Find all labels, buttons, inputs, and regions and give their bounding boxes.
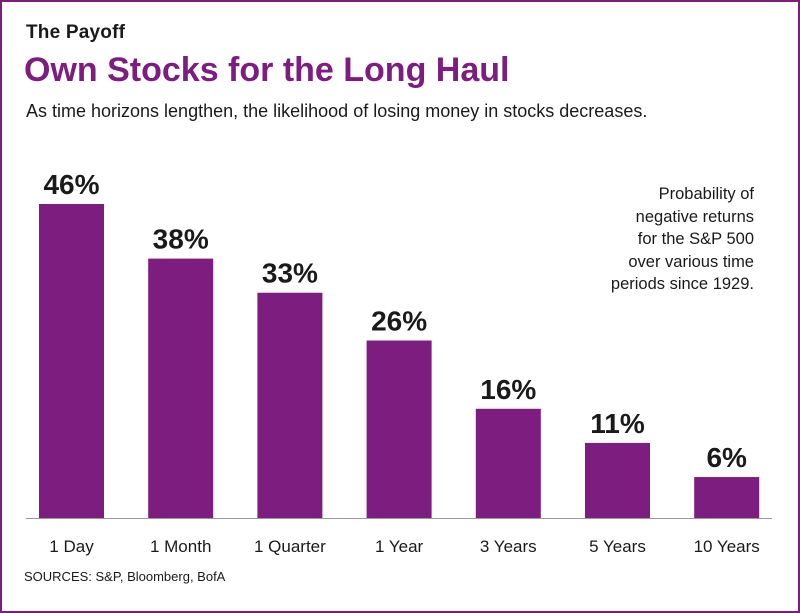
chart-subtitle: As time horizons lengthen, the likelihoo… bbox=[26, 101, 648, 121]
data-label: 6% bbox=[706, 442, 747, 473]
category-label: 10 Years bbox=[694, 537, 760, 556]
bar bbox=[585, 442, 650, 518]
chart-title: Own Stocks for the Long Haul bbox=[24, 51, 510, 89]
category-label: 1 Month bbox=[150, 537, 211, 556]
category-label: 3 Years bbox=[480, 537, 537, 556]
data-label: 46% bbox=[43, 169, 99, 200]
bar bbox=[148, 258, 214, 518]
category-label: 5 Years bbox=[589, 537, 646, 556]
note-line: Probability of bbox=[658, 185, 754, 203]
data-label: 33% bbox=[262, 258, 318, 289]
bar bbox=[475, 408, 541, 518]
kicker: The Payoff bbox=[26, 22, 126, 43]
bar bbox=[694, 477, 760, 518]
data-label: 16% bbox=[480, 374, 536, 405]
note-line: periods since 1929. bbox=[610, 275, 754, 293]
data-label: 26% bbox=[371, 306, 427, 337]
note-line: negative returns bbox=[635, 207, 754, 226]
note-line: over various time bbox=[628, 252, 754, 271]
bar bbox=[366, 340, 432, 518]
data-label: 38% bbox=[153, 224, 209, 255]
category-label: 1 Year bbox=[375, 537, 424, 556]
bar bbox=[39, 204, 104, 518]
category-label: 1 Day bbox=[49, 537, 94, 556]
note-line: for the S&P 500 bbox=[637, 230, 754, 248]
category-label: 1 Quarter bbox=[254, 537, 326, 556]
data-label: 11% bbox=[590, 408, 645, 439]
chart-note: Probability of negative returns for the … bbox=[514, 183, 754, 296]
bar bbox=[257, 292, 323, 518]
source-note: SOURCES: S&P, Bloomberg, BofA bbox=[24, 569, 226, 584]
